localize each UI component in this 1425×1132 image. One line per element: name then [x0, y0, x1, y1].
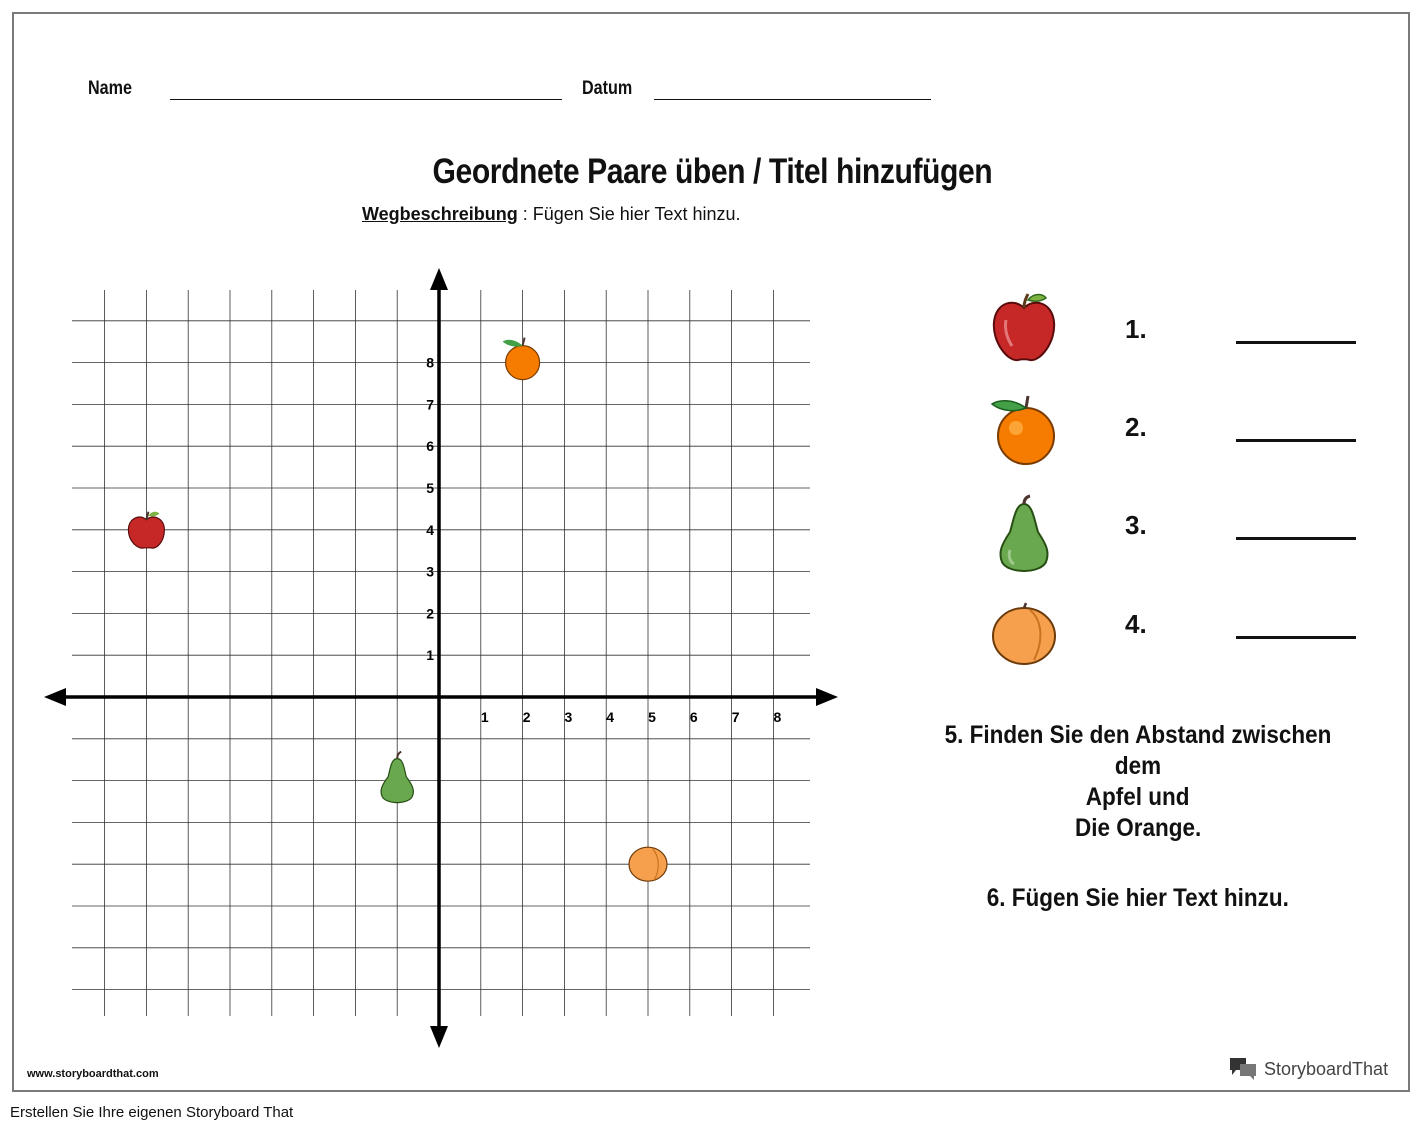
y-axis-arrow-down	[430, 1026, 448, 1048]
pear-icon-marker	[380, 750, 414, 804]
site-url: www.storyboardthat.com	[27, 1068, 159, 1080]
x-axis-arrow-right	[816, 688, 838, 706]
date-field[interactable]	[654, 99, 931, 100]
answer-line[interactable]	[1236, 341, 1356, 344]
answer-line[interactable]	[1236, 537, 1356, 540]
question-6: 6. Fügen Sie hier Text hinzu.	[986, 884, 1290, 912]
y-tick-label: 6	[426, 438, 434, 454]
y-tick-label: 1	[426, 647, 434, 663]
x-tick-label: 5	[648, 709, 656, 725]
pear-icon	[999, 494, 1049, 572]
y-axis-arrow-up	[430, 268, 448, 290]
question-number: 3.	[1125, 510, 1147, 540]
directions-separator: :	[517, 204, 533, 224]
brand-name: StoryboardThat	[1264, 1058, 1389, 1079]
x-tick-label: 4	[606, 709, 614, 725]
worksheet	[12, 12, 1410, 1092]
x-tick-label: 3	[565, 709, 573, 725]
apple-icon-marker	[127, 511, 165, 549]
brand-logo: StoryboardThat	[1228, 1056, 1388, 1082]
directions: Wegbeschreibung : Fügen Sie hier Text hi…	[362, 204, 741, 225]
question-number: 1.	[1125, 314, 1147, 344]
x-tick-label: 7	[732, 709, 740, 725]
footer-caption: Erstellen Sie Ihre eigenen Storyboard Th…	[10, 1104, 294, 1121]
directions-text: Fügen Sie hier Text hinzu.	[532, 204, 741, 224]
y-tick-label: 8	[426, 355, 434, 371]
question-5-line: Die Orange.	[1074, 814, 1202, 842]
y-tick-label: 4	[426, 522, 434, 538]
peach-icon-marker	[628, 846, 668, 882]
x-tick-label: 6	[690, 709, 698, 725]
question-number: 4.	[1125, 609, 1147, 639]
orange-icon	[990, 395, 1055, 465]
directions-label: Wegbeschreibung	[362, 204, 518, 224]
x-tick-label: 8	[774, 709, 782, 725]
apple-icon	[992, 293, 1056, 362]
y-tick-label: 2	[426, 605, 434, 621]
page-title: Geordnete Paare üben / Titel hinzufügen	[432, 152, 993, 191]
x-tick-label: 1	[481, 709, 489, 725]
question-5-line: Apfel und	[1086, 783, 1190, 811]
answer-line[interactable]	[1236, 636, 1356, 639]
name-label: Name	[88, 78, 132, 99]
y-tick-label: 3	[426, 564, 434, 580]
answer-line[interactable]	[1236, 439, 1356, 442]
y-tick-label: 7	[426, 396, 434, 412]
question-5: 5. Finden Sie den Abstand zwischen dem A…	[900, 720, 1376, 844]
orange-icon-marker	[502, 337, 541, 381]
peach-icon	[992, 602, 1056, 665]
question-number: 2.	[1125, 412, 1147, 442]
date-label: Datum	[582, 78, 633, 99]
x-axis-arrow-left	[44, 688, 66, 706]
question-5-line: 5. Finden Sie den Abstand zwischen dem	[944, 721, 1332, 780]
name-field[interactable]	[170, 99, 562, 100]
x-tick-label: 2	[523, 709, 531, 725]
speech-bubble-icon	[1230, 1058, 1256, 1080]
y-tick-label: 5	[426, 480, 434, 496]
